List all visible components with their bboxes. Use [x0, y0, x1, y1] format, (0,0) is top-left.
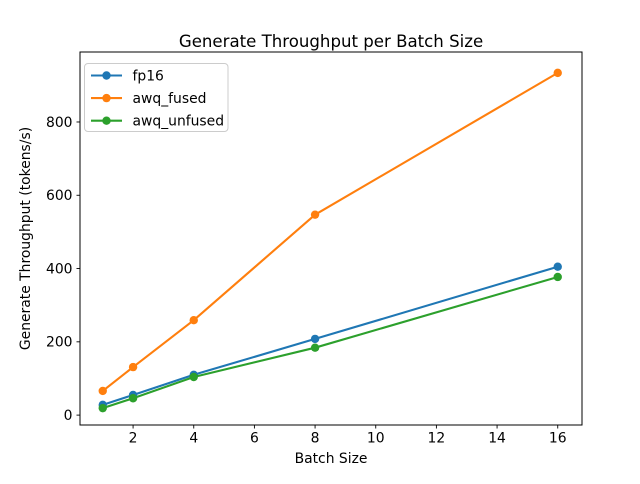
legend-marker-awq_fused [102, 93, 111, 103]
x-axis-label: Batch Size [295, 451, 368, 467]
x-tick-label: 8 [311, 431, 320, 447]
x-tick-label: 16 [549, 431, 567, 447]
data-point-awq_unfused [128, 394, 138, 403]
x-tick-label: 6 [250, 431, 259, 447]
legend: fp16 awq_fused awq_unfused [84, 63, 229, 132]
legend-label-awq_fused: awq_fused [133, 91, 207, 107]
x-tick-label: 12 [428, 431, 446, 447]
legend-box [84, 63, 229, 132]
axes-frame [79, 51, 583, 426]
data-point-awq_unfused [189, 372, 198, 382]
y-tick-label: 600 [46, 188, 73, 204]
x-tick-label: 2 [129, 431, 138, 447]
data-point-awq_unfused [553, 272, 562, 282]
legend-label-fp16: fp16 [133, 68, 164, 84]
y-axis-label: Generate Throughput (tokens/s) [18, 127, 34, 350]
data-point-fp16 [310, 334, 320, 344]
data-point-awq_fused [189, 316, 198, 325]
series-line-awq_unfused [101, 275, 559, 410]
y-tick-label: 400 [46, 261, 73, 277]
x-tick-label: 14 [488, 431, 506, 447]
data-point-awq_fused [553, 68, 562, 78]
data-point-awq_unfused [310, 343, 320, 352]
chart-title: Generate Throughput per Batch Size [179, 32, 483, 51]
y-tick-label: 200 [46, 335, 73, 351]
y-tick-label: 800 [46, 115, 73, 131]
legend-marker-awq_unfused [102, 116, 111, 125]
data-point-fp16 [553, 262, 562, 271]
data-point-awq_fused [310, 210, 320, 219]
legend-label-awq_unfused: awq_unfused [133, 114, 225, 130]
x-tick-label: 10 [367, 431, 385, 447]
legend-marker-fp16 [102, 71, 111, 80]
data-point-awq_fused [98, 386, 107, 396]
plot-area: 2 4 6 8 10 12 14 16 0 200 400 600 800 fp16 awq_fusedaw… [46, 51, 583, 447]
x-tick-label: 4 [189, 431, 198, 447]
y-tick-label: 0 [64, 408, 73, 424]
data-point-awq_unfused [98, 403, 107, 413]
data-point-awq_fused [128, 362, 138, 372]
